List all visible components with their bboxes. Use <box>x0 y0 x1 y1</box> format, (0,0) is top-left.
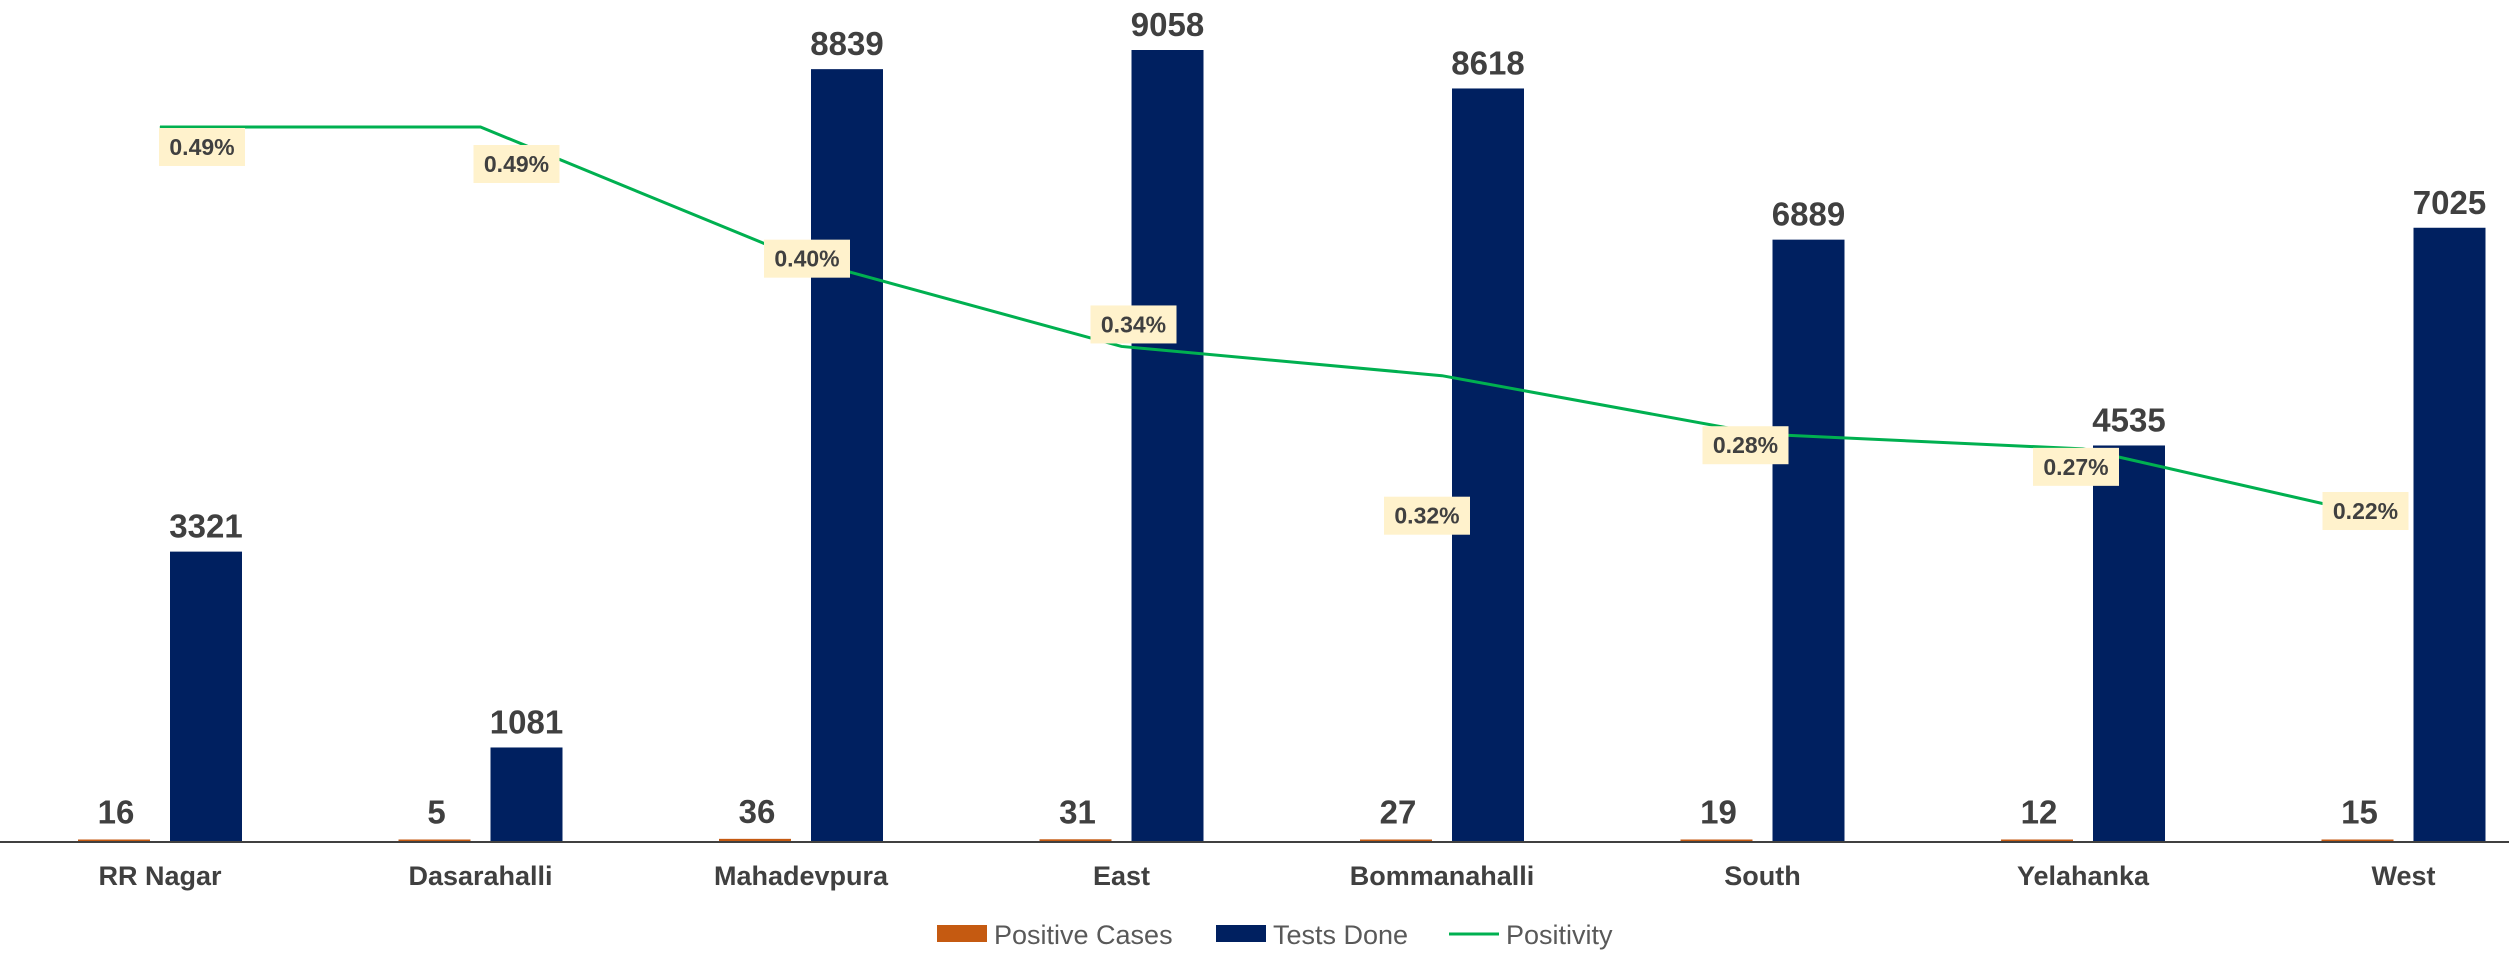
category-label: Mahadevpura <box>714 861 889 891</box>
positivity-label: 0.28% <box>1713 432 1778 458</box>
tests-done-bar <box>490 747 563 842</box>
positive-cases-bar <box>2321 839 2394 842</box>
positive-cases-bar <box>398 839 471 842</box>
positivity-point <box>480 126 481 128</box>
positivity-label-box <box>1384 496 1470 535</box>
positivity-label: 0.27% <box>2043 454 2108 480</box>
tests-done-label: 9058 <box>1131 6 1204 43</box>
positivity-point <box>1121 345 1122 347</box>
category-labels-layer: RR Nagar Dasarahalli Mahadevpura East Bomman… <box>98 861 2435 891</box>
positivity-label-box <box>159 128 245 166</box>
positivity-label: 0.32% <box>1394 503 1459 529</box>
positive-cases-bar <box>719 838 791 842</box>
positivity-label: 0.34% <box>1101 311 1166 337</box>
positivity-label-box <box>2322 492 2409 530</box>
category-label: Dasarahalli <box>408 861 552 891</box>
tests-done-label: 6889 <box>1772 196 1845 233</box>
tests-done-label: 7025 <box>2413 184 2486 221</box>
positive-cases-bar <box>78 839 150 842</box>
positive-cases-bar <box>2001 839 2073 842</box>
tests-done-bar <box>1131 50 1204 842</box>
legend-label: Positive Cases <box>994 920 1173 950</box>
legend-swatch-positive-cases <box>937 925 987 942</box>
category-label: Bommanahalli <box>1350 861 1535 891</box>
positivity-point <box>159 126 161 128</box>
data-labels-layer: 16 3321 5 1081 36 8839 31 9058 27 8618 19 6889 12 453… <box>98 6 2487 831</box>
tests-done-bar <box>2413 227 2486 843</box>
positivity-label: 0.22% <box>2333 498 2398 524</box>
positive-cases-label: 27 <box>1380 794 1417 831</box>
positive-cases-bar <box>1680 839 1753 842</box>
category-label: East <box>1093 861 1150 891</box>
tests-done-label: 1081 <box>490 703 563 740</box>
positivity-label-box <box>473 145 560 183</box>
tests-done-label: 3321 <box>169 508 242 545</box>
legend-label: Positivity <box>1506 920 1613 950</box>
positivity-label-box <box>1702 426 1789 465</box>
positive-cases-label: 19 <box>1700 794 1737 831</box>
tests-done-bar <box>1452 88 1524 843</box>
tests-done-bar <box>811 69 883 842</box>
tests-done-bar <box>2093 445 2165 842</box>
tests-done-label: 4535 <box>2092 401 2165 438</box>
bars-layer <box>78 50 2486 843</box>
category-label: RR Nagar <box>98 861 222 891</box>
positivity-label-box <box>1090 305 1177 344</box>
positive-cases-label: 36 <box>739 793 776 830</box>
positivity-label: 0.40% <box>774 246 839 272</box>
positive-cases-label: 5 <box>427 794 445 831</box>
tests-done-bar <box>170 551 242 842</box>
positivity-label: 0.49% <box>484 151 549 177</box>
category-label: West <box>2371 861 2435 891</box>
positivity-label: 0.49% <box>169 134 234 160</box>
tests-done-label: 8839 <box>810 25 883 62</box>
positive-cases-label: 16 <box>98 794 135 831</box>
positivity-label-box <box>764 239 850 278</box>
tests-done-label: 8618 <box>1451 44 1524 81</box>
positive-cases-label: 12 <box>2021 794 2058 831</box>
legend-label: Tests Done <box>1273 920 1408 950</box>
tests-done-bar <box>1772 239 1845 843</box>
legend-swatch-tests-done <box>1216 925 1266 942</box>
category-label: South <box>1724 861 1800 891</box>
legend: Positive Cases Tests Done Positivity <box>937 920 1613 950</box>
positivity-point <box>1441 375 1443 377</box>
positivity-label-box <box>2033 447 2119 486</box>
positive-cases-bar <box>1039 839 1112 842</box>
positive-cases-label: 31 <box>1059 793 1096 830</box>
positive-cases-label: 15 <box>2341 794 2378 831</box>
category-label: Yelahanka <box>2017 861 2150 891</box>
positive-cases-bar <box>1360 839 1432 842</box>
